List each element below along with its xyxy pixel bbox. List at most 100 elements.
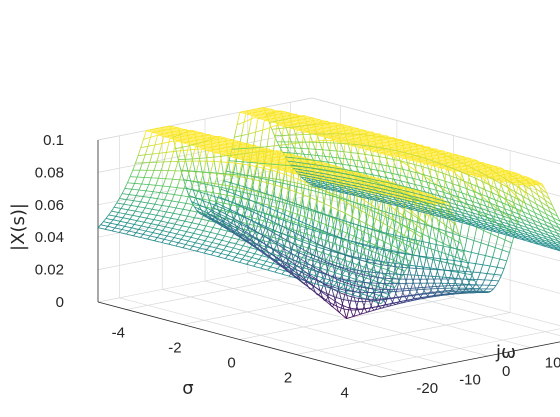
mesh-sigma-line <box>242 256 245 259</box>
mesh-sigma-line <box>152 147 155 152</box>
mesh-sigma-line <box>221 250 224 253</box>
mesh-sigma-line <box>248 248 250 251</box>
mesh-sigma-line <box>195 240 198 242</box>
mesh-sigma-line <box>148 162 151 166</box>
mesh-sigma-line <box>308 141 311 151</box>
mesh-sigma-line <box>190 247 193 249</box>
mesh-sigma-line <box>169 241 171 244</box>
mesh-sigma-line <box>239 197 242 202</box>
mesh-sigma-line <box>318 292 321 295</box>
mesh-sigma-line <box>139 226 141 229</box>
mesh-sigma-line <box>317 212 320 220</box>
mesh-sigma-line <box>256 120 258 127</box>
mesh-sigma-line <box>168 219 171 222</box>
mesh-sigma-line <box>202 241 205 244</box>
mesh-sigma-line <box>382 167 384 170</box>
mesh-sigma-line <box>140 213 142 216</box>
mesh-sigma-line <box>242 161 245 169</box>
mesh-sigma-line <box>183 151 185 156</box>
mesh-sigma-line <box>320 292 323 296</box>
mesh-sigma-line <box>331 280 333 285</box>
mesh-sigma-line <box>250 183 253 188</box>
mesh-sigma-line <box>224 174 226 178</box>
mesh-sigma-line <box>331 188 333 191</box>
mesh-sigma-line <box>244 114 247 118</box>
mesh-sigma-line <box>186 150 189 154</box>
mesh-sigma-line <box>322 151 325 155</box>
mesh-sigma-line <box>178 154 181 159</box>
mesh-sigma-line <box>184 185 187 189</box>
mesh-sigma-line <box>257 169 260 177</box>
surface-mesh <box>97 107 560 319</box>
mesh-sigma-line <box>136 155 139 159</box>
mesh-sigma-line <box>182 222 185 225</box>
mesh-sigma-line <box>308 202 310 209</box>
mesh-sigma-line <box>225 256 228 258</box>
mesh-sigma-line <box>316 251 319 257</box>
mesh-sigma-line <box>175 220 178 223</box>
mesh-sigma-line <box>160 167 163 171</box>
mesh-sigma-line <box>167 233 170 235</box>
mesh-sigma-line <box>259 141 262 148</box>
mesh-sigma-line <box>186 198 188 202</box>
mesh-sigma-line <box>173 170 176 174</box>
mesh-sigma-line <box>234 191 237 195</box>
mesh-sigma-line <box>248 196 251 200</box>
mesh-sigma-line <box>165 223 168 226</box>
mesh-sigma-line <box>150 233 153 236</box>
mesh-sigma-line <box>267 134 270 141</box>
mesh-sigma-line <box>160 143 163 147</box>
mesh-sigma-line <box>348 271 351 276</box>
mesh-sigma-line <box>240 246 243 249</box>
mesh-sigma-line <box>212 186 215 190</box>
mesh-sigma-line <box>353 247 356 253</box>
mesh-sigma-line <box>291 213 294 218</box>
mesh-sigma-line <box>417 175 420 178</box>
mesh-sigma-line <box>243 117 246 123</box>
mesh-sigma-line <box>254 166 257 172</box>
mesh-sigma-line <box>346 160 349 164</box>
mesh-sigma-line <box>229 238 232 241</box>
mesh-sigma-line <box>342 152 345 164</box>
mesh-sigma-line <box>239 224 241 227</box>
mesh-sigma-line <box>278 145 281 148</box>
mesh-sigma-line <box>150 153 153 158</box>
mesh-sigma-line <box>183 155 186 160</box>
mesh-sigma-line <box>279 145 282 152</box>
mesh-sigma-line <box>300 184 303 193</box>
mesh-sigma-line <box>138 203 141 206</box>
mesh-sigma-line <box>260 135 263 142</box>
mesh-sigma-line <box>237 116 240 121</box>
mesh-sigma-line <box>166 208 169 211</box>
mesh-sigma-line <box>324 187 326 189</box>
mesh-sigma-line <box>308 150 311 154</box>
mesh-sigma-line <box>180 210 183 214</box>
mesh-sigma-line <box>148 140 151 144</box>
grid-line <box>296 312 511 355</box>
mesh-sigma-line <box>237 208 240 211</box>
mesh-sigma-line <box>168 164 171 168</box>
mesh-sigma-line <box>214 167 217 174</box>
mesh-sigma-line <box>322 207 325 214</box>
mesh-sigma-line <box>172 151 174 156</box>
mesh-sigma-line <box>159 207 162 210</box>
mesh-sigma-line <box>145 149 148 153</box>
mesh-sigma-line <box>128 176 131 179</box>
mesh-sigma-line <box>375 165 377 169</box>
mesh-sigma-line <box>247 133 250 139</box>
mesh-sigma-line <box>170 229 172 232</box>
mesh-sigma-line <box>144 151 147 155</box>
mesh-sigma-line <box>155 238 157 241</box>
mesh-sigma-line <box>110 220 113 223</box>
mesh-sigma-line <box>208 233 210 236</box>
mesh-sigma-line <box>104 218 107 220</box>
mesh-sigma-line <box>335 151 338 163</box>
mesh-sigma-line <box>105 227 108 229</box>
mesh-sigma-line <box>143 192 146 195</box>
mesh-sigma-line <box>194 230 196 233</box>
mesh-sigma-line <box>214 196 216 201</box>
mesh-sigma-line <box>160 231 163 234</box>
mesh-sigma-line <box>348 146 351 150</box>
mesh-sigma-line <box>158 149 161 154</box>
mesh-sigma-line <box>159 146 162 151</box>
